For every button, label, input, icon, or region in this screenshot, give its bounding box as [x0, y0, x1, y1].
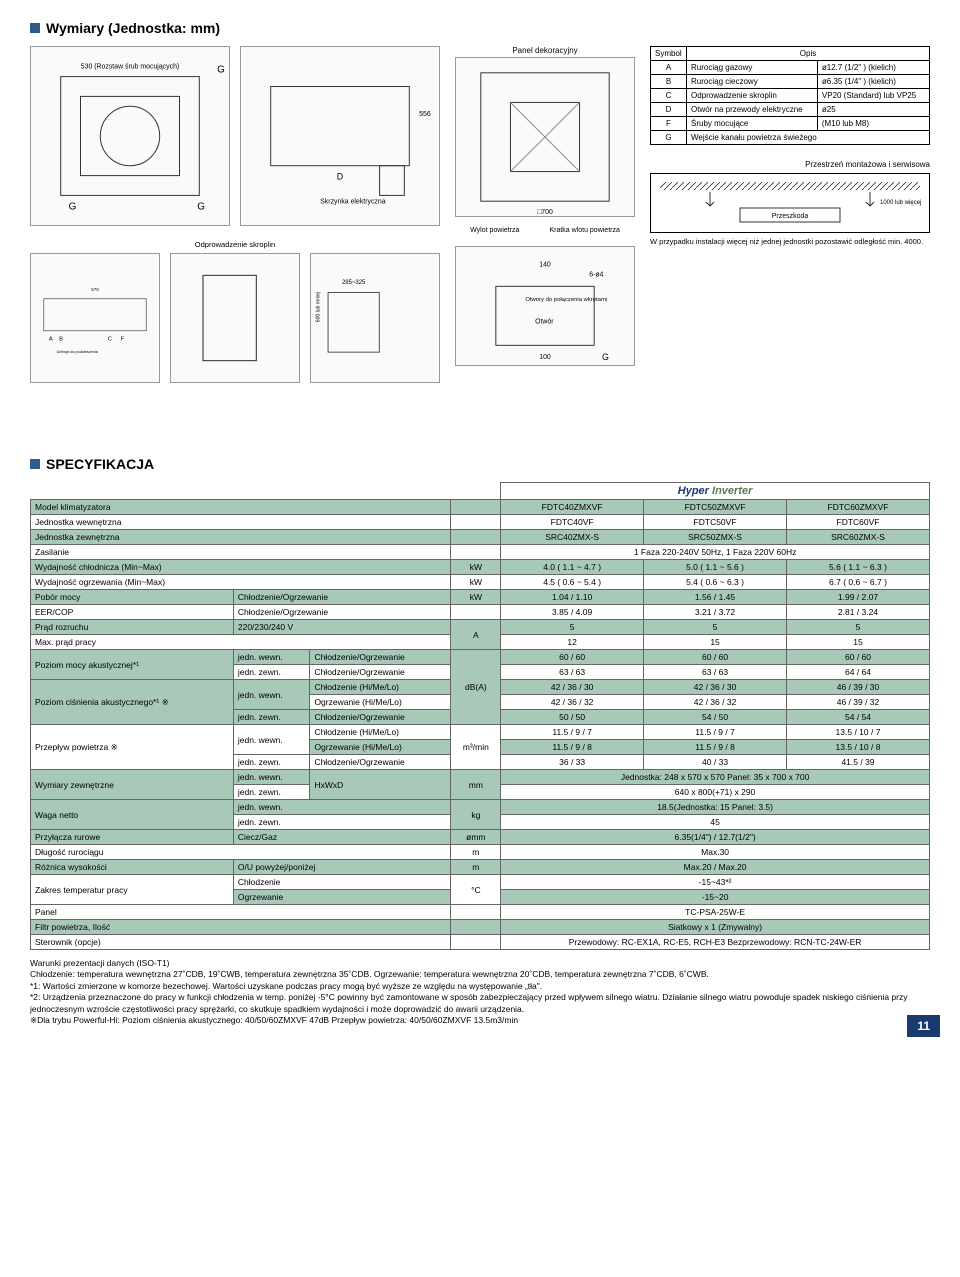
symbol-row: GWejście kanału powietrza świeżego: [651, 131, 930, 145]
service-space-note: W przypadku instalacji więcej niż jednej…: [650, 237, 930, 246]
symbol-row: COdprowadzenie skroplinVP20 (Standard) l…: [651, 89, 930, 103]
spec-section: SPECYFIKACJA Hyper Inverter Model klimat…: [30, 456, 930, 1027]
symbol-table-col: Symbol Opis ARurociąg gazowyø12.7 (1/2" …: [650, 46, 930, 426]
diagram-area: 530 (Rozstaw śrub mocujących) G G G Skrz…: [30, 46, 440, 426]
svg-text:556: 556: [419, 111, 431, 118]
top-section: 530 (Rozstaw śrub mocujących) G G G Skrz…: [30, 46, 930, 426]
screw-holes-diagram: 140 6-ø4 Otwory do połączenia wkrętami O…: [455, 246, 635, 366]
spec-title-text: SPECYFIKACJA: [46, 456, 154, 472]
dimensions-title-text: Wymiary (Jednostka: mm): [46, 20, 220, 36]
footer-line: Warunki prezentacji danych (ISO-T1): [30, 958, 930, 969]
svg-text:Otwór: Otwór: [535, 319, 554, 326]
hyper-inverter-logo: Hyper Inverter: [501, 483, 930, 500]
svg-text:1000 lub więcej: 1000 lub więcej: [880, 200, 921, 206]
bottom-view-diagram: 570 A B C F Uchwyt do podzieszenia: [30, 253, 160, 383]
svg-text:F: F: [121, 336, 125, 342]
top-view-diagram: 530 (Rozstaw śrub mocujących) G G G: [30, 46, 230, 226]
svg-text:C: C: [108, 336, 112, 342]
svg-text:Otwory do połączenia wkrętami: Otwory do połączenia wkrętami: [525, 297, 607, 303]
svg-text:G: G: [69, 201, 77, 212]
spec-table: Hyper Inverter Model klimatyzatora FDTC4…: [30, 482, 930, 950]
dimensions-title: Wymiary (Jednostka: mm): [30, 20, 930, 36]
svg-text:100: 100: [539, 354, 551, 361]
symbol-table: Symbol Opis ARurociąg gazowyø12.7 (1/2" …: [650, 46, 930, 145]
svg-text:Przeszkoda: Przeszkoda: [772, 213, 809, 220]
svg-text:6-ø4: 6-ø4: [589, 272, 603, 279]
svg-text:□700: □700: [537, 209, 553, 216]
page-number: 11: [907, 1015, 940, 1037]
service-space-title: Przestrzeń montażowa i serwisowa: [650, 160, 930, 169]
svg-text:140: 140: [539, 262, 551, 269]
footer-line: ※Dla trybu Powerful-Hi: Poziom ciśnienia…: [30, 1015, 930, 1026]
symbol-row: ARurociąg gazowyø12.7 (1/2" ) (kielich): [651, 61, 930, 75]
svg-text:A: A: [49, 336, 53, 342]
symbol-row: DOtwór na przewody elektryczneø25: [651, 103, 930, 117]
front-view-diagram: Skrzynka elektryczna D 556: [240, 46, 440, 226]
outlet-label: Wylot powietrza: [470, 227, 519, 234]
blue-marker-icon: [30, 459, 40, 469]
footer-notes: Warunki prezentacji danych (ISO-T1) Chło…: [30, 958, 930, 1027]
svg-text:Skrzynka elektryczna: Skrzynka elektryczna: [320, 198, 386, 205]
svg-text:B: B: [59, 336, 63, 342]
grille-label: Kratka wlotu powietrza: [549, 227, 619, 234]
footer-line: Chłodzenie: temperatura wewnętrzna 27˚CD…: [30, 969, 930, 980]
symbol-row: FŚruby mocujące(M10 lub M8): [651, 117, 930, 131]
decorative-panel-diagram: □700: [455, 57, 635, 217]
svg-text:G: G: [217, 65, 225, 76]
svg-text:295~325: 295~325: [342, 280, 366, 286]
blue-marker-icon: [30, 23, 40, 33]
row-model: Model klimatyzatora: [31, 500, 451, 515]
symbol-th: Symbol: [651, 47, 687, 61]
svg-text:Uchwyt do podzieszenia: Uchwyt do podzieszenia: [57, 350, 99, 354]
symbol-row: BRurociąg cieczowyø6.35 (1/4" ) (kielich…: [651, 75, 930, 89]
install-bracket-diagram: 600 lub mniej 295~325: [310, 253, 440, 383]
svg-text:570: 570: [91, 287, 99, 292]
spec-title: SPECYFIKACJA: [30, 456, 930, 472]
svg-text:D: D: [337, 172, 343, 182]
opis-th: Opis: [687, 47, 930, 61]
drain-label: Odprowadzenie skroplin: [30, 240, 440, 249]
svg-text:G: G: [602, 352, 609, 362]
footer-line: *2: Urządzenia przeznaczone do pracy w f…: [30, 992, 930, 1015]
service-space-diagram: Przeszkoda 1000 lub więcej: [650, 173, 930, 233]
panel-title: Panel dekoracyjny: [455, 46, 635, 55]
svg-text:530 (Rozstaw śrub mocujących): 530 (Rozstaw śrub mocujących): [81, 64, 179, 71]
panel-and-holes-col: Panel dekoracyjny □700 Wylot powietrza K…: [455, 46, 635, 426]
side-profile-diagram: [170, 253, 300, 383]
svg-text:G: G: [197, 201, 205, 212]
svg-text:600 lub mniej: 600 lub mniej: [316, 292, 322, 322]
footer-line: *1: Wartości zmierzone w komorze bezecho…: [30, 981, 930, 992]
